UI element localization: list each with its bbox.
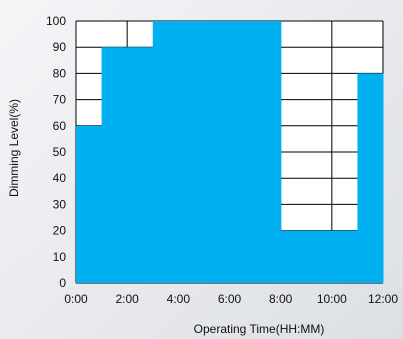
y-tick-label: 0 [59, 276, 66, 290]
step-segment [280, 230, 358, 283]
x-tick-label: 4:00 [167, 292, 191, 306]
x-tick-label: 2:00 [115, 292, 139, 306]
y-tick-label: 20 [53, 224, 67, 238]
y-tick-label: 90 [53, 40, 67, 54]
x-tick-label: 0:00 [64, 292, 88, 306]
y-tick-label: 70 [53, 93, 67, 107]
x-axis-title: Operating Time(HH:MM) [194, 322, 325, 336]
y-tick-label: 80 [53, 66, 67, 80]
y-tick-label: 100 [46, 14, 66, 28]
y-tick-label: 40 [53, 171, 67, 185]
dimming-area [76, 21, 384, 284]
y-tick-label: 60 [53, 119, 67, 133]
y-tick-label: 10 [53, 250, 67, 264]
step-segment [357, 73, 384, 284]
x-tick-label: 12:00 [368, 292, 398, 306]
x-tick-label: 6:00 [218, 292, 242, 306]
step-segment [152, 21, 282, 283]
y-axis-ticks: 0 10 20 30 40 50 60 70 80 90 100 [46, 14, 66, 290]
y-axis-title: Dimming Level(%) [7, 99, 21, 197]
x-axis-ticks: 0:00 2:00 4:00 6:00 8:00 10:00 12:00 [64, 292, 398, 306]
step-segment [101, 47, 154, 284]
y-tick-label: 50 [53, 145, 67, 159]
x-tick-label: 10:00 [317, 292, 347, 306]
x-tick-label: 8:00 [269, 292, 293, 306]
y-tick-label: 30 [53, 197, 67, 211]
step-segment [76, 125, 103, 283]
